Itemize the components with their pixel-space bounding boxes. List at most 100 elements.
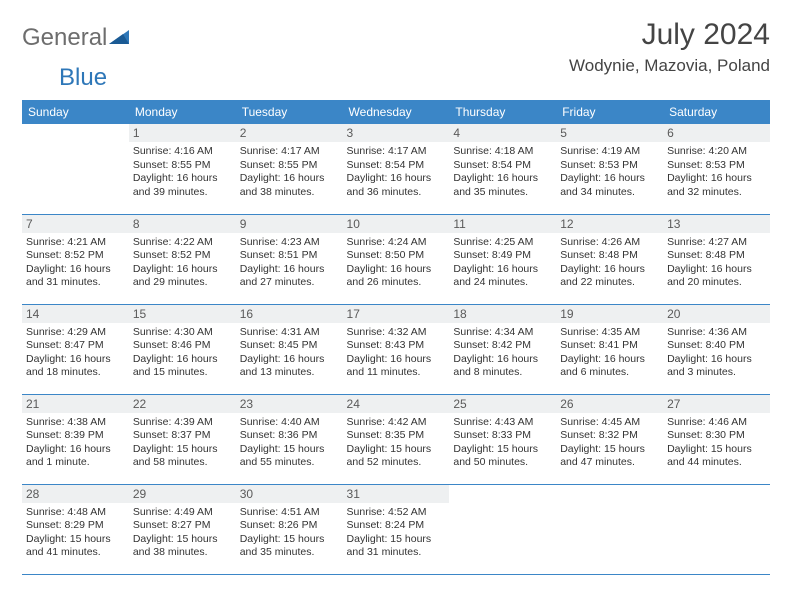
calendar-cell: 26Sunrise: 4:45 AMSunset: 8:32 PMDayligh… (556, 394, 663, 484)
day-number: 4 (449, 124, 556, 142)
calendar-cell: 10 Sunrise: 4:24 AMSunset: 8:50 PMDayligh… (343, 214, 450, 304)
day-detail: Sunrise: 4:35 AMSunset: 8:41 PMDaylight:… (560, 326, 659, 381)
calendar-cell: 13Sunrise: 4:27 AMSunset: 8:48 PMDayligh… (663, 214, 770, 304)
day-number: 31 (343, 485, 450, 503)
day-detail: Sunrise: 4:32 AMSunset: 8:43 PMDaylight:… (347, 326, 446, 381)
day-number: 23 (236, 395, 343, 413)
calendar-cell: 15 Sunrise: 4:30 AMSunset: 8:46 PMDayligh… (129, 304, 236, 394)
calendar-cell: 1Sunrise: 4:16 AMSunset: 8:55 PMDaylight… (129, 124, 236, 214)
calendar-cell: 6 Sunrise: 4:20 AMSunset: 8:53 PMDaylight… (663, 124, 770, 214)
day-detail: Sunrise: 4:43 AMSunset: 8:33 PMDaylight:… (453, 416, 552, 471)
day-number: 6 (663, 124, 770, 142)
logo-text-general: General (22, 24, 107, 52)
calendar-cell (22, 124, 129, 214)
calendar-cell: 20 Sunrise: 4:36 AMSunset: 8:40 PMDayligh… (663, 304, 770, 394)
weekday-header: Thursday (449, 100, 556, 124)
day-number: 25 (449, 395, 556, 413)
day-number: 28 (22, 485, 129, 503)
calendar-cell: 21 Sunrise: 4:38 AMSunset: 8:39 PMDayligh… (22, 394, 129, 484)
title-block: July 2024 Wodynie, Mazovia, Poland (569, 18, 770, 76)
day-detail: Sunrise: 4:18 AMSunset: 8:54 PMDaylight:… (453, 145, 552, 200)
calendar-row: 21 Sunrise: 4:38 AMSunset: 8:39 PMDayligh… (22, 394, 770, 484)
calendar-row: 28Sunrise: 4:48 AMSunset: 8:29 PMDayligh… (22, 484, 770, 574)
weekday-header: Friday (556, 100, 663, 124)
day-number: 21 (22, 395, 129, 413)
day-detail: Sunrise: 4:29 AMSunset: 8:47 PMDaylight:… (26, 326, 125, 381)
day-detail: Sunrise: 4:38 AMSunset: 8:39 PMDaylight:… (26, 416, 125, 471)
day-detail: Sunrise: 4:23 AMSunset: 8:51 PMDaylight:… (240, 236, 339, 291)
day-detail: Sunrise: 4:19 AMSunset: 8:53 PMDaylight:… (560, 145, 659, 200)
calendar-cell: 5 Sunrise: 4:19 AMSunset: 8:53 PMDaylight… (556, 124, 663, 214)
weekday-header: Tuesday (236, 100, 343, 124)
day-number: 26 (556, 395, 663, 413)
calendar-cell: 8 Sunrise: 4:22 AMSunset: 8:52 PMDaylight… (129, 214, 236, 304)
day-number: 14 (22, 305, 129, 323)
day-detail: Sunrise: 4:31 AMSunset: 8:45 PMDaylight:… (240, 326, 339, 381)
day-number: 30 (236, 485, 343, 503)
calendar-cell: 18Sunrise: 4:34 AMSunset: 8:42 PMDayligh… (449, 304, 556, 394)
day-detail: Sunrise: 4:17 AMSunset: 8:55 PMDaylight:… (240, 145, 339, 200)
calendar-cell: 23Sunrise: 4:40 AMSunset: 8:36 PMDayligh… (236, 394, 343, 484)
day-number: 15 (129, 305, 236, 323)
day-detail: Sunrise: 4:20 AMSunset: 8:53 PMDaylight:… (667, 145, 766, 200)
day-number: 8 (129, 215, 236, 233)
day-number: 2 (236, 124, 343, 142)
weekday-header: Wednesday (343, 100, 450, 124)
day-number: 20 (663, 305, 770, 323)
calendar-row: 7Sunrise: 4:21 AMSunset: 8:52 PMDaylight… (22, 214, 770, 304)
logo-text-blue: Blue (59, 64, 107, 91)
calendar-cell: 3Sunrise: 4:17 AMSunset: 8:54 PMDaylight… (343, 124, 450, 214)
calendar-cell (556, 484, 663, 574)
day-detail: Sunrise: 4:26 AMSunset: 8:48 PMDaylight:… (560, 236, 659, 291)
day-detail: Sunrise: 4:36 AMSunset: 8:40 PMDaylight:… (667, 326, 766, 381)
day-detail: Sunrise: 4:42 AMSunset: 8:35 PMDaylight:… (347, 416, 446, 471)
day-detail: Sunrise: 4:49 AMSunset: 8:27 PMDaylight:… (133, 506, 232, 561)
day-number: 10 (343, 215, 450, 233)
day-number: 17 (343, 305, 450, 323)
day-number: 11 (449, 215, 556, 233)
day-detail: Sunrise: 4:17 AMSunset: 8:54 PMDaylight:… (347, 145, 446, 200)
day-detail: Sunrise: 4:34 AMSunset: 8:42 PMDaylight:… (453, 326, 552, 381)
day-detail: Sunrise: 4:51 AMSunset: 8:26 PMDaylight:… (240, 506, 339, 561)
calendar-cell: 24Sunrise: 4:42 AMSunset: 8:35 PMDayligh… (343, 394, 450, 484)
day-number: 12 (556, 215, 663, 233)
location-text: Wodynie, Mazovia, Poland (569, 56, 770, 76)
calendar-cell: 31 Sunrise: 4:52 AMSunset: 8:24 PMDayligh… (343, 484, 450, 574)
logo-blue-row: Blue (57, 64, 117, 92)
calendar-cell (663, 484, 770, 574)
calendar-cell: 17 Sunrise: 4:32 AMSunset: 8:43 PMDayligh… (343, 304, 450, 394)
day-detail: Sunrise: 4:52 AMSunset: 8:24 PMDaylight:… (347, 506, 446, 561)
calendar-cell: 29 Sunrise: 4:49 AMSunset: 8:27 PMDayligh… (129, 484, 236, 574)
day-number: 19 (556, 305, 663, 323)
day-number: 27 (663, 395, 770, 413)
day-number: 9 (236, 215, 343, 233)
day-number: 16 (236, 305, 343, 323)
day-detail: Sunrise: 4:27 AMSunset: 8:48 PMDaylight:… (667, 236, 766, 291)
logo: General (22, 18, 131, 52)
day-number: 7 (22, 215, 129, 233)
calendar-cell: 25 Sunrise: 4:43 AMSunset: 8:33 PMDayligh… (449, 394, 556, 484)
day-detail: Sunrise: 4:39 AMSunset: 8:37 PMDaylight:… (133, 416, 232, 471)
day-detail: Sunrise: 4:30 AMSunset: 8:46 PMDaylight:… (133, 326, 232, 381)
month-title: July 2024 (569, 18, 770, 52)
calendar-cell: 19 Sunrise: 4:35 AMSunset: 8:41 PMDayligh… (556, 304, 663, 394)
calendar-table: SundayMondayTuesdayWednesdayThursdayFrid… (22, 100, 770, 575)
logo-triangle-icon (109, 28, 131, 51)
calendar-cell: 22Sunrise: 4:39 AMSunset: 8:37 PMDayligh… (129, 394, 236, 484)
day-number: 29 (129, 485, 236, 503)
calendar-cell: 12 Sunrise: 4:26 AMSunset: 8:48 PMDayligh… (556, 214, 663, 304)
weekday-header: Monday (129, 100, 236, 124)
calendar-body: 1Sunrise: 4:16 AMSunset: 8:55 PMDaylight… (22, 124, 770, 574)
calendar-cell: 7Sunrise: 4:21 AMSunset: 8:52 PMDaylight… (22, 214, 129, 304)
weekday-header: Saturday (663, 100, 770, 124)
calendar-cell: 9 Sunrise: 4:23 AMSunset: 8:51 PMDaylight… (236, 214, 343, 304)
day-detail: Sunrise: 4:22 AMSunset: 8:52 PMDaylight:… (133, 236, 232, 291)
day-number: 1 (129, 124, 236, 142)
day-number: 5 (556, 124, 663, 142)
calendar-cell: 27Sunrise: 4:46 AMSunset: 8:30 PMDayligh… (663, 394, 770, 484)
weekday-header: Sunday (22, 100, 129, 124)
calendar-row: 1Sunrise: 4:16 AMSunset: 8:55 PMDaylight… (22, 124, 770, 214)
day-detail: Sunrise: 4:25 AMSunset: 8:49 PMDaylight:… (453, 236, 552, 291)
day-detail: Sunrise: 4:24 AMSunset: 8:50 PMDaylight:… (347, 236, 446, 291)
calendar-cell: 16 Sunrise: 4:31 AMSunset: 8:45 PMDayligh… (236, 304, 343, 394)
